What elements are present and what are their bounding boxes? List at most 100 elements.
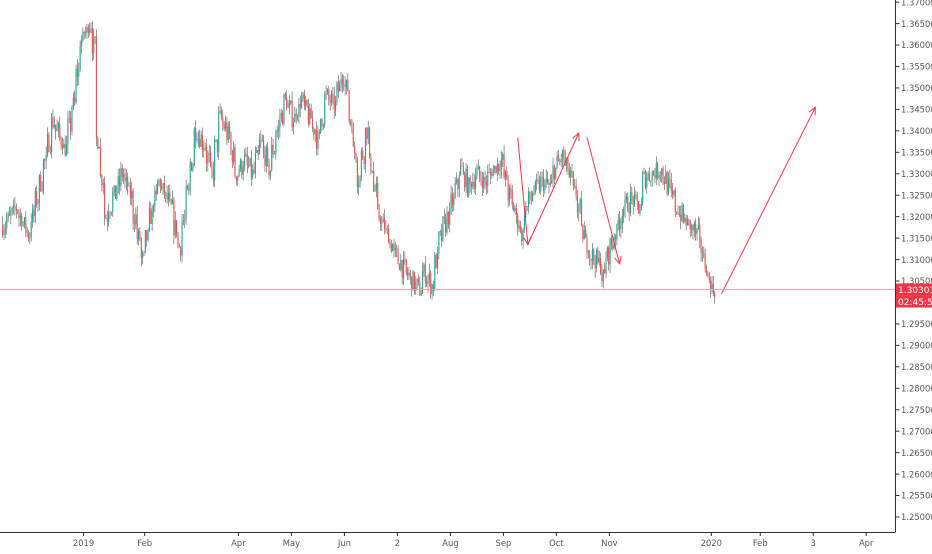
- candle-body: [642, 173, 643, 205]
- price-tick-label: 1.34500: [901, 105, 932, 115]
- candle-body: [169, 192, 170, 200]
- candle-body: [302, 93, 303, 98]
- candle-body: [239, 169, 240, 176]
- candle-body: [281, 113, 282, 117]
- candle-body: [210, 153, 211, 165]
- candle-body: [114, 186, 115, 193]
- candle-body: [268, 161, 269, 175]
- candle-body: [430, 273, 431, 294]
- candle-body: [696, 228, 697, 234]
- candle-body: [230, 133, 231, 153]
- candle-body: [104, 183, 105, 218]
- candle-body: [69, 118, 70, 119]
- candle-body: [221, 111, 222, 117]
- candle-body: [282, 113, 283, 125]
- candle-body: [680, 215, 681, 221]
- time-tick-label: Oct: [549, 538, 564, 548]
- candle-body: [502, 154, 503, 160]
- candle-body: [539, 180, 540, 191]
- candle-body: [297, 117, 298, 118]
- candle-body: [588, 253, 589, 254]
- candle-body: [141, 239, 142, 257]
- candle-body: [253, 169, 254, 173]
- candle-body: [498, 164, 499, 171]
- candle-body: [465, 169, 466, 188]
- candle-body: [533, 192, 534, 193]
- candle-body: [234, 147, 235, 176]
- candle-body: [392, 244, 393, 251]
- candle-body: [641, 204, 642, 210]
- candle-body: [676, 212, 677, 213]
- time-tick-label: Nov: [601, 538, 617, 548]
- price-tick-label: 1.33000: [901, 169, 932, 179]
- candle-body: [319, 132, 320, 133]
- candle-body: [331, 94, 332, 103]
- drawings-layer[interactable]: [518, 107, 816, 294]
- candle-body: [389, 243, 390, 244]
- candle-body: [326, 92, 327, 93]
- candle-body: [273, 145, 274, 154]
- candle-body: [130, 186, 131, 198]
- candle-body: [476, 170, 477, 177]
- candle-body: [679, 214, 680, 215]
- candle-body: [105, 218, 106, 219]
- candle-body: [260, 140, 261, 141]
- candle-body: [368, 127, 369, 139]
- price-axis[interactable]: 1.370001.365001.360001.355001.350001.345…: [896, 0, 932, 522]
- candle-body: [442, 217, 443, 241]
- candle-body: [306, 100, 307, 106]
- candle-body: [464, 174, 465, 188]
- candle-body: [320, 119, 321, 133]
- candle-body: [396, 248, 397, 249]
- candle-body: [480, 178, 481, 181]
- candle-body: [649, 174, 650, 181]
- candle-body: [283, 94, 284, 124]
- price-tick-label: 1.26000: [901, 469, 932, 479]
- candle-body: [40, 175, 41, 190]
- candle-body: [470, 178, 471, 184]
- candle-body: [593, 250, 594, 262]
- candle-body: [467, 169, 468, 196]
- candle-body: [139, 231, 140, 239]
- time-tick-label: 3: [811, 538, 816, 548]
- candle-body: [403, 259, 404, 278]
- candle-body: [570, 170, 571, 177]
- candle-body: [107, 219, 108, 222]
- candle-body: [698, 225, 699, 229]
- candle-body: [115, 186, 116, 199]
- candle-body: [330, 100, 331, 103]
- candle-body: [478, 166, 479, 169]
- price-tick-label: 1.29500: [901, 319, 932, 329]
- candle-body: [418, 279, 419, 283]
- candle-body: [654, 175, 655, 178]
- candle-body: [77, 69, 78, 77]
- candle-body: [304, 93, 305, 105]
- candle-body: [437, 254, 438, 268]
- candle-body: [419, 282, 420, 295]
- candle-body: [608, 247, 609, 264]
- candle-body: [407, 272, 408, 275]
- candle-body: [298, 104, 299, 117]
- candle-body: [24, 217, 25, 225]
- candle-body: [576, 186, 577, 196]
- candle-body: [190, 162, 191, 191]
- candle-body: [327, 90, 328, 93]
- candle-body: [71, 107, 72, 131]
- candle-body: [393, 244, 394, 250]
- candle-body: [444, 217, 445, 219]
- candle-body: [336, 82, 337, 101]
- candle-body: [205, 147, 206, 148]
- price-tick-label: 1.25500: [901, 491, 932, 501]
- candle-body: [589, 254, 590, 259]
- candle-body: [145, 230, 146, 252]
- candle-body: [44, 160, 45, 161]
- candle-body: [656, 163, 657, 178]
- candle-body: [619, 220, 620, 229]
- candle-body: [550, 183, 551, 185]
- candle-body: [551, 182, 552, 183]
- candle-body: [142, 253, 143, 257]
- candle-body: [59, 123, 60, 138]
